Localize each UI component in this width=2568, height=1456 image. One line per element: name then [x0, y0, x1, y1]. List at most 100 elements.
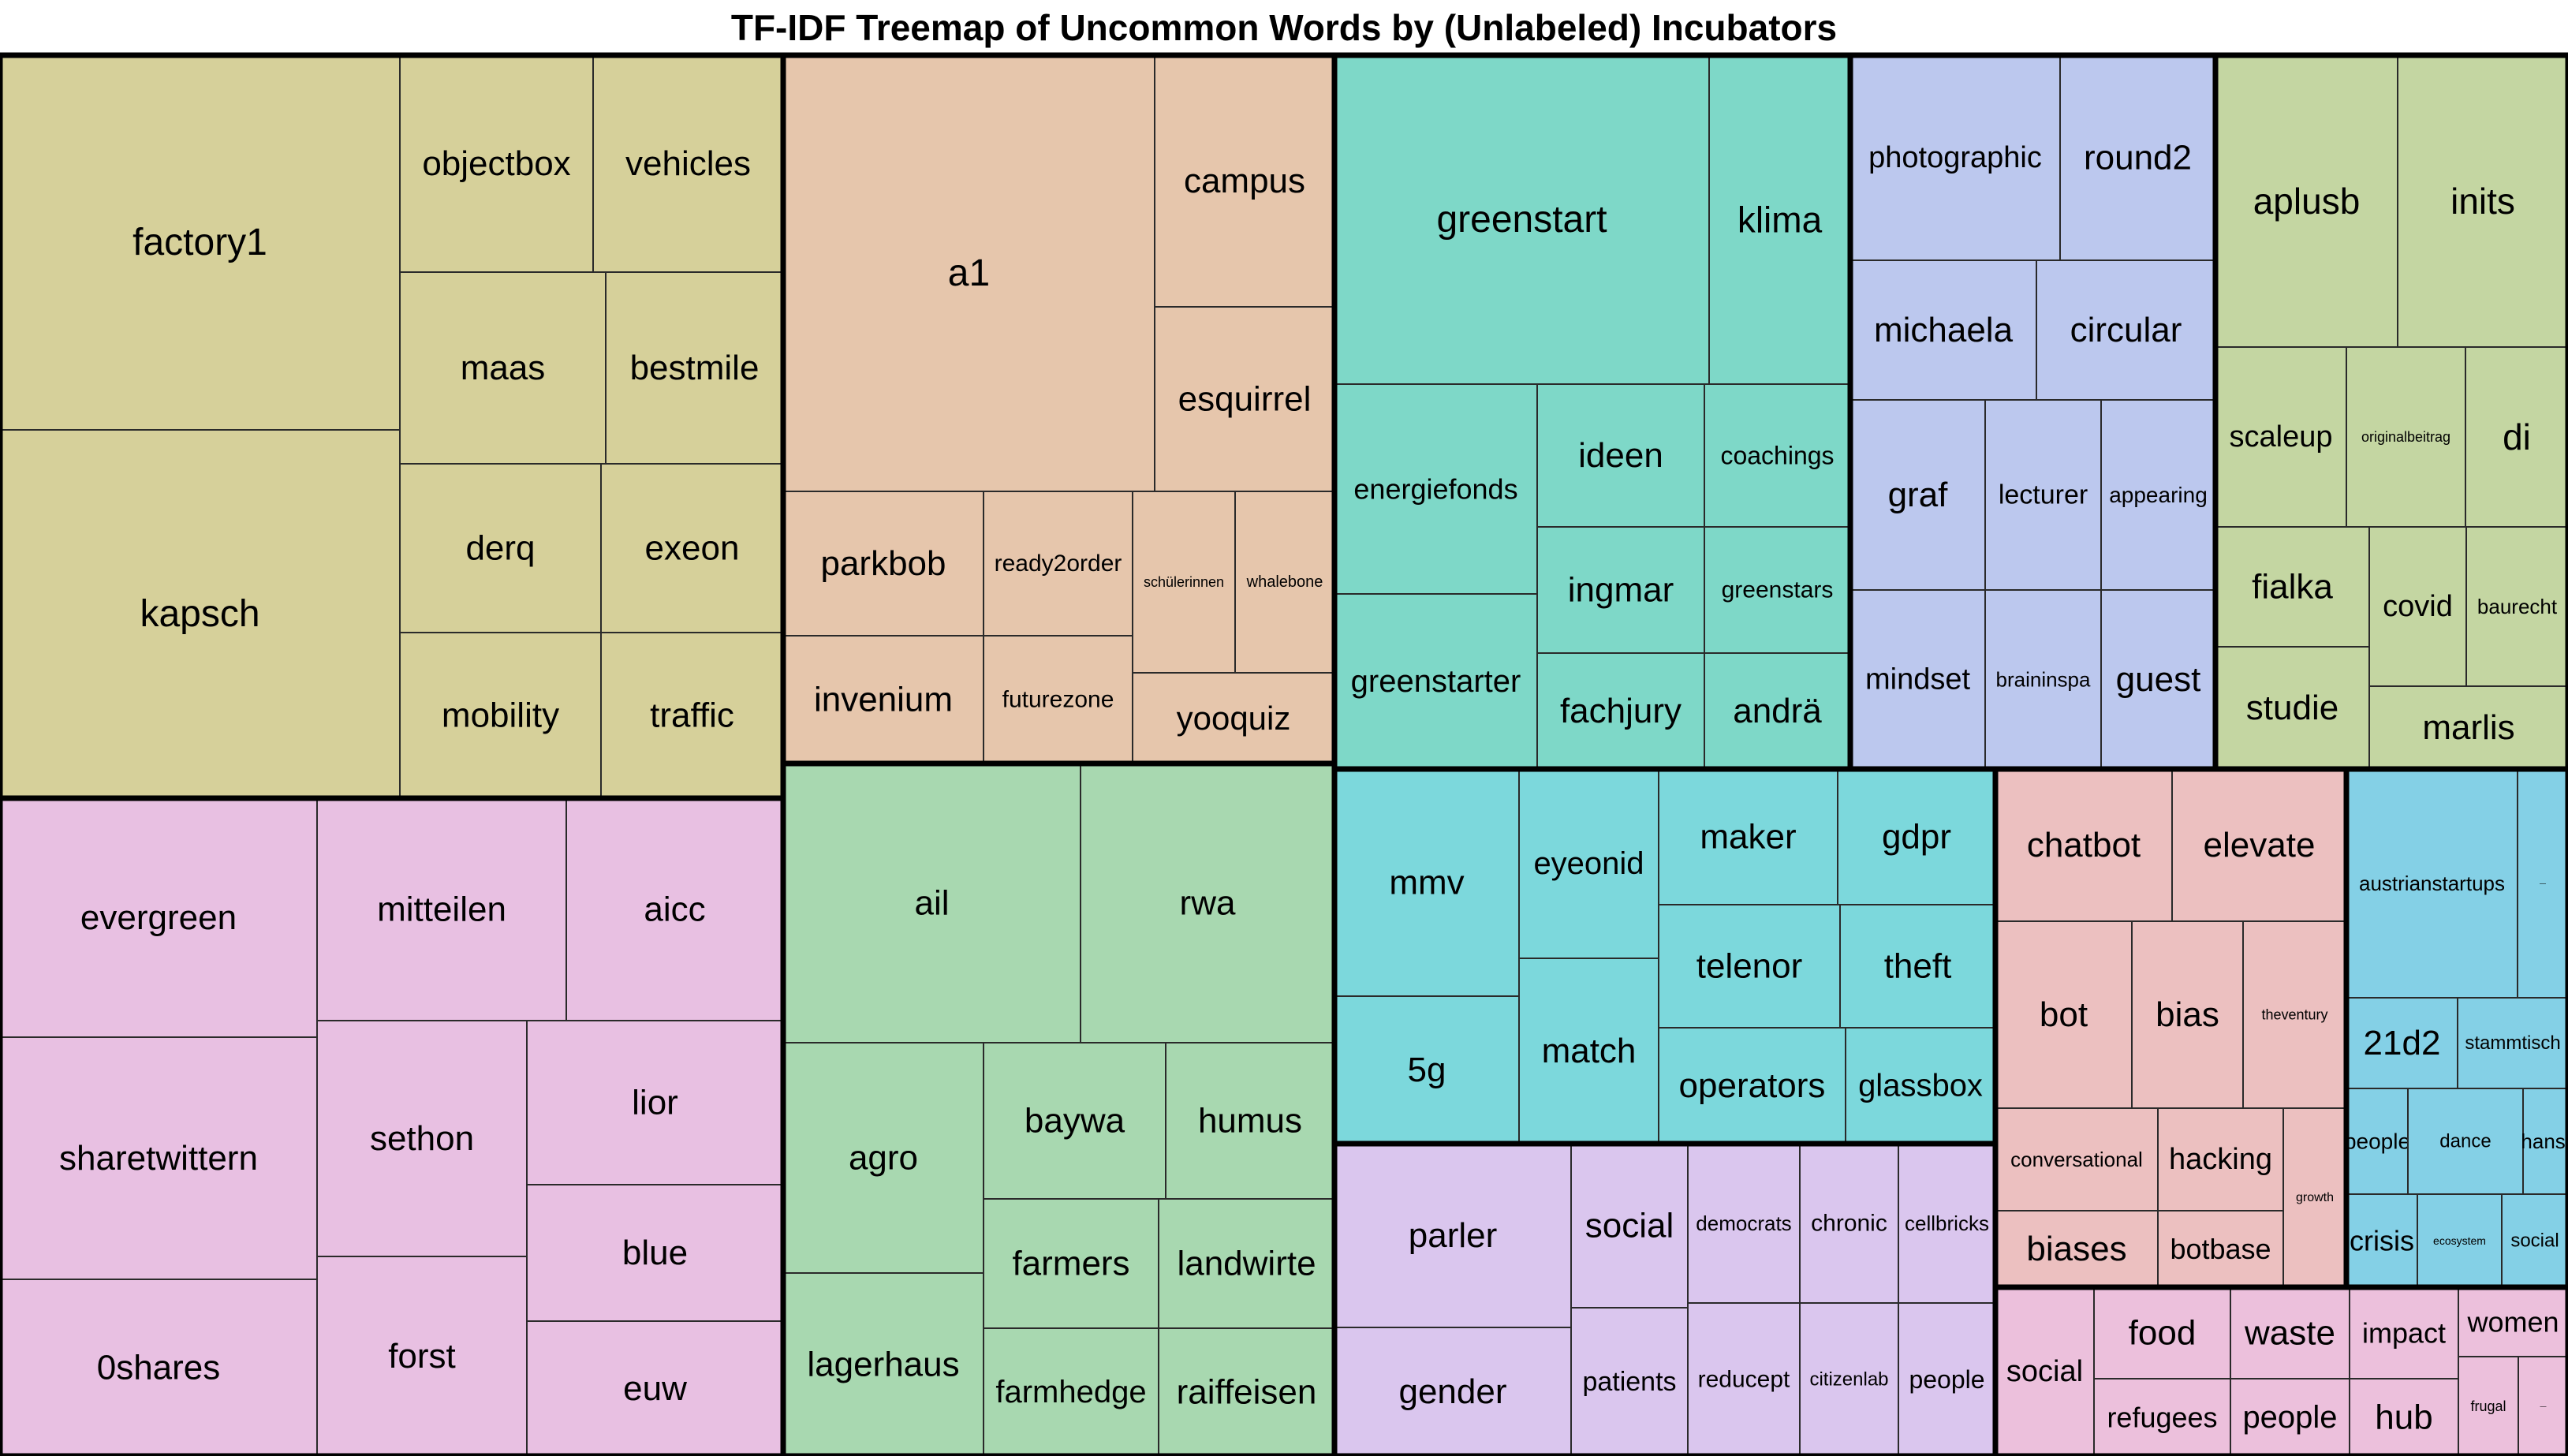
treemap-label-baywa: baywa	[1025, 1102, 1125, 1141]
treemap-label-conversational: conversational	[2010, 1148, 2143, 1171]
treemap-group-border	[1992, 1284, 2568, 1456]
treemap-cell-operators	[1658, 1027, 1846, 1144]
treemap-label-ail: ail	[914, 884, 949, 923]
treemap-label-austrianstartups: austrianstartups	[2359, 872, 2505, 895]
treemap-cell-people	[2346, 1088, 2409, 1195]
treemap-label-di: di	[2503, 416, 2531, 457]
treemap-cell-euw	[526, 1320, 784, 1456]
treemap-label-exeon: exeon	[645, 529, 740, 568]
treemap-label-hub: hub	[2375, 1398, 2432, 1437]
treemap-cell-blue	[526, 1184, 784, 1322]
treemap-cell-circular	[2036, 259, 2216, 401]
treemap-cell-baywa	[983, 1042, 1166, 1200]
treemap-cell-braininspa	[1984, 589, 2102, 770]
treemap-label-lecturer: lecturer	[1999, 480, 2088, 510]
treemap-cell-parkbob	[782, 491, 984, 637]
treemap-cell-exeon	[600, 463, 784, 633]
treemap-label-energiefonds: energiefonds	[1353, 473, 1517, 506]
treemap-cell-a1	[782, 54, 1155, 492]
treemap-label-ideen: ideen	[1578, 436, 1663, 475]
treemap-label-crisis: crisis	[2350, 1225, 2414, 1257]
treemap-label-fialka: fialka	[2252, 568, 2333, 607]
treemap-cell-coachings	[1704, 383, 1851, 528]
treemap-cell-fialka	[2215, 526, 2370, 648]
treemap-label-braininspa: braininspa	[1996, 668, 2092, 692]
treemap-label-citizenlab: citizenlab	[1809, 1369, 1888, 1391]
treemap-label-yooquiz: yooquiz	[1177, 700, 1291, 737]
treemap-label-biases: biases	[2026, 1230, 2126, 1268]
treemap-cell-graf	[1849, 399, 1986, 591]
treemap-label-refugees: refugees	[2107, 1402, 2217, 1434]
treemap-cell-aicc	[565, 797, 784, 1021]
treemap-label-aicc: aicc	[644, 890, 705, 929]
treemap-label-ready2order: ready2order	[995, 551, 1122, 577]
treemap-cell-bot	[1995, 920, 2133, 1109]
treemap-label-theventury: theventury	[2261, 1007, 2327, 1023]
treemap-label-people: people	[1909, 1365, 1984, 1394]
treemap-cell-campus	[1154, 54, 1335, 308]
treemap-cell-glassbox	[1845, 1027, 1996, 1144]
treemap-label-derq: derq	[465, 529, 535, 568]
treemap-label-objectbox: objectbox	[422, 144, 570, 183]
treemap-cell-originalbeitrag	[2346, 346, 2466, 528]
treemap-cell-mobility	[399, 632, 602, 799]
treemap-label-photographic: photographic	[1868, 141, 2042, 174]
treemap-label-mitteilen: mitteilen	[377, 890, 506, 929]
treemap-label-vehicles: vehicles	[625, 144, 751, 183]
treemap-label-ecosystem: ecosystem	[2433, 1234, 2486, 1247]
treemap-cell-eyeonid	[1518, 768, 1659, 959]
treemap-cell-invenium	[782, 635, 984, 764]
treemap-label-evergreen: evergreen	[80, 898, 237, 937]
treemap-cell-ail	[782, 763, 1081, 1043]
treemap-cell-hub	[2349, 1378, 2459, 1456]
treemap-cell-hansi	[2522, 1088, 2568, 1195]
treemap-label-farmers: farmers	[1012, 1245, 1129, 1283]
treemap-cell-whalebone	[1234, 491, 1335, 674]
treemap-cell-agro	[782, 1042, 984, 1274]
treemap-cell-maker	[1658, 768, 1838, 905]
treemap-label-michaela: michaela	[1874, 311, 2014, 349]
treemap-label-circular: circular	[2070, 311, 2182, 349]
treemap-label-futurezone: futurezone	[1002, 687, 1114, 713]
treemap-label-operators: operators	[1679, 1066, 1826, 1105]
treemap-cell-chatbot	[1995, 768, 2173, 922]
treemap-label-democrats: democrats	[1696, 1211, 1791, 1235]
treemap-cell-ingmar	[1536, 526, 1705, 654]
treemap-cell-item	[2517, 768, 2568, 999]
treemap-cell-klima	[1708, 54, 1851, 385]
treemap-label-eyeonid: eyeonid	[1533, 846, 1644, 881]
treemap-cell-baurecht	[2465, 526, 2568, 687]
treemap-cell-sharetwittern	[0, 1036, 318, 1280]
treemap-cell-evergreen	[0, 797, 318, 1038]
treemap-cell-crisis	[2346, 1193, 2418, 1288]
treemap-cell-growth	[2282, 1107, 2347, 1288]
treemap-label-farmhedge: farmhedge	[995, 1375, 1146, 1409]
treemap-cell-ideen	[1536, 383, 1705, 528]
treemap-cell-lagerhaus	[782, 1272, 984, 1456]
treemap-cell-landwirte	[1158, 1198, 1335, 1329]
treemap-cell-appearing	[2100, 399, 2216, 591]
treemap-label-cellbricks: cellbricks	[1905, 1211, 1989, 1235]
treemap-label-euw: euw	[623, 1369, 687, 1408]
treemap-cell-objectbox	[399, 54, 594, 273]
treemap-label-sharetwittern: sharetwittern	[59, 1139, 258, 1178]
treemap-label-mindset: mindset	[1865, 663, 1970, 696]
treemap-cell-social	[1995, 1286, 2095, 1456]
treemap-label-maker: maker	[1700, 818, 1796, 857]
treemap-label-campus: campus	[1184, 162, 1305, 200]
treemap-label-telenor: telenor	[1696, 947, 1803, 986]
chart-title: TF-IDF Treemap of Uncommon Words by (Unl…	[730, 7, 1838, 48]
treemap-cell-kapsch	[0, 429, 401, 799]
treemap-cell-match	[1518, 958, 1659, 1144]
treemap-label-whalebone: whalebone	[1246, 573, 1323, 591]
treemap-label-people: people	[2242, 1400, 2337, 1435]
treemap-cell-social	[2501, 1193, 2568, 1288]
treemap-label-greenstars: greenstars	[1722, 577, 1834, 603]
treemap-cell-citizenlab	[1799, 1302, 1899, 1456]
treemap-label-marlis: marlis	[2422, 708, 2514, 747]
treemap-cell-greenstart	[1334, 54, 1710, 385]
treemap-cell-botbase	[2157, 1210, 2284, 1288]
treemap-cell-rwa	[1080, 763, 1335, 1043]
treemap-label-botbase: botbase	[2170, 1233, 2271, 1265]
